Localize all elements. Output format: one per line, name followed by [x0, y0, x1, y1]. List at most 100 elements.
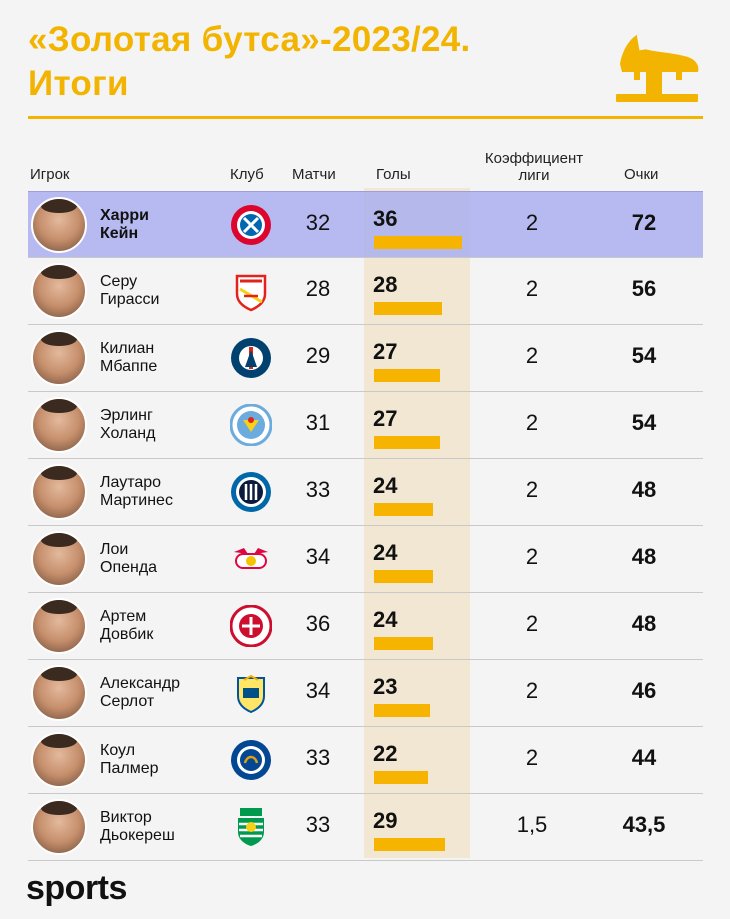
- player-avatar: [31, 799, 87, 855]
- goals-bar: [374, 302, 442, 315]
- player-last-name: Мартинес: [100, 492, 173, 509]
- psg-crest-icon: [230, 337, 272, 379]
- goals-bar: [374, 236, 462, 249]
- goals-value: 36: [373, 206, 398, 231]
- player-last-name: Гирасси: [100, 291, 160, 308]
- player-last-name: Довбик: [100, 626, 154, 643]
- points-value: 54: [631, 410, 657, 435]
- girona-crest-icon: [230, 605, 272, 647]
- league-coefficient-value: 2: [525, 210, 539, 235]
- player-last-name: Палмер: [100, 760, 159, 777]
- player-first-name: Килиан: [100, 340, 155, 357]
- table-row: Виктор Дьокереш 33 29 1,5 43,5: [28, 794, 703, 861]
- league-coefficient-value: 2: [525, 745, 539, 770]
- table-row: Серу Гирасси 28 28 2 56: [28, 258, 703, 325]
- player-first-name: Коул: [100, 742, 136, 759]
- matches-value: 36: [305, 611, 331, 636]
- player-first-name: Лои: [100, 541, 129, 558]
- matches-value: 31: [305, 410, 331, 435]
- goals-bar: [374, 637, 433, 650]
- standings-table: Харри Кейн 32 36 2 72 Серу Гирасси 28 28 2 56 Килиан…: [28, 191, 703, 861]
- table-row: Артем Довбик 36 24 2 48: [28, 593, 703, 660]
- rb-leipzig-crest-icon: [230, 538, 272, 580]
- player-avatar: [31, 197, 87, 253]
- player-last-name: Холанд: [100, 425, 156, 442]
- table-header: Игрок Клуб Матчи Голы Коэффициент лиги О…: [0, 140, 730, 188]
- player-avatar: [31, 732, 87, 788]
- goals-value: 24: [373, 473, 398, 498]
- table-row: Харри Кейн 32 36 2 72: [28, 191, 703, 258]
- bayern-munich-crest-icon: [230, 204, 272, 246]
- col-coef-header-line2: лиги: [518, 167, 550, 184]
- page-title: «Золотая бутса»-2023/24. Итоги: [28, 18, 588, 106]
- points-value: 56: [631, 276, 657, 301]
- goals-bar: [374, 771, 428, 784]
- player-last-name: Мбаппе: [100, 358, 158, 375]
- goals-bar: [374, 704, 430, 717]
- goals-bar: [374, 369, 440, 382]
- col-matches-header: Матчи: [292, 166, 336, 183]
- points-value: 54: [631, 343, 657, 368]
- col-points-header: Очки: [624, 166, 659, 183]
- title-line-2: Итоги: [28, 64, 129, 103]
- matches-value: 29: [305, 343, 331, 368]
- league-coefficient-value: 2: [525, 477, 539, 502]
- col-coef-header: Коэффициент лиги: [476, 150, 592, 184]
- col-goals-header: Голы: [376, 166, 411, 183]
- league-coefficient-value: 1,5: [516, 812, 548, 837]
- player-avatar: [31, 397, 87, 453]
- goals-column-band: [364, 188, 470, 858]
- player-avatar: [31, 665, 87, 721]
- goals-value: 27: [373, 339, 398, 364]
- goals-value: 24: [373, 540, 398, 565]
- col-coef-header-line1: Коэффициент: [484, 150, 584, 167]
- player-first-name: Эрлинг: [100, 407, 153, 424]
- table-row: Лои Опенда 34 24 2 48: [28, 526, 703, 593]
- player-name: Серу Гирасси: [100, 273, 230, 309]
- player-first-name: Серу: [100, 273, 138, 290]
- col-player-header: Игрок: [30, 166, 70, 183]
- goals-value: 29: [373, 808, 398, 833]
- player-name: Харри Кейн: [100, 207, 230, 243]
- player-name: Виктор Дьокереш: [100, 809, 230, 845]
- brand-logo: sports: [26, 869, 127, 907]
- points-value: 46: [631, 678, 657, 703]
- player-first-name: Артем: [100, 608, 147, 625]
- vfb-stuttgart-crest-icon: [230, 270, 272, 312]
- league-coefficient-value: 2: [525, 678, 539, 703]
- goals-value: 24: [373, 607, 398, 632]
- points-value: 72: [631, 210, 657, 235]
- player-first-name: Лаутаро: [100, 474, 162, 491]
- points-value: 44: [631, 745, 657, 770]
- goals-bar: [374, 570, 433, 583]
- manchester-city-crest-icon: [230, 404, 272, 446]
- matches-value: 33: [305, 812, 331, 837]
- player-name: Коул Палмер: [100, 742, 230, 778]
- matches-value: 34: [305, 544, 331, 569]
- villarreal-crest-icon: [230, 672, 272, 714]
- chelsea-crest-icon: [230, 739, 272, 781]
- player-last-name: Опенда: [100, 559, 158, 576]
- golden-boot-icon: [616, 33, 699, 102]
- player-avatar: [31, 598, 87, 654]
- league-coefficient-value: 2: [525, 343, 539, 368]
- player-name: Килиан Мбаппе: [100, 340, 230, 376]
- player-name: Лои Опенда: [100, 541, 230, 577]
- points-value: 48: [631, 611, 657, 636]
- points-value: 48: [631, 544, 657, 569]
- player-name: Лаутаро Мартинес: [100, 474, 230, 510]
- goals-value: 27: [373, 406, 398, 431]
- league-coefficient-value: 2: [525, 276, 539, 301]
- player-last-name: Кейн: [100, 225, 139, 242]
- league-coefficient-value: 2: [525, 544, 539, 569]
- matches-value: 33: [305, 745, 331, 770]
- goals-value: 23: [373, 674, 398, 699]
- title-line-1: «Золотая бутса»-2023/24.: [28, 20, 471, 59]
- matches-value: 33: [305, 477, 331, 502]
- table-row: Эрлинг Холанд 31 27 2 54: [28, 392, 703, 459]
- player-avatar: [31, 464, 87, 520]
- points-value: 48: [631, 477, 657, 502]
- table-row: Килиан Мбаппе 29 27 2 54: [28, 325, 703, 392]
- goals-value: 22: [373, 741, 398, 766]
- player-last-name: Серлот: [100, 693, 155, 710]
